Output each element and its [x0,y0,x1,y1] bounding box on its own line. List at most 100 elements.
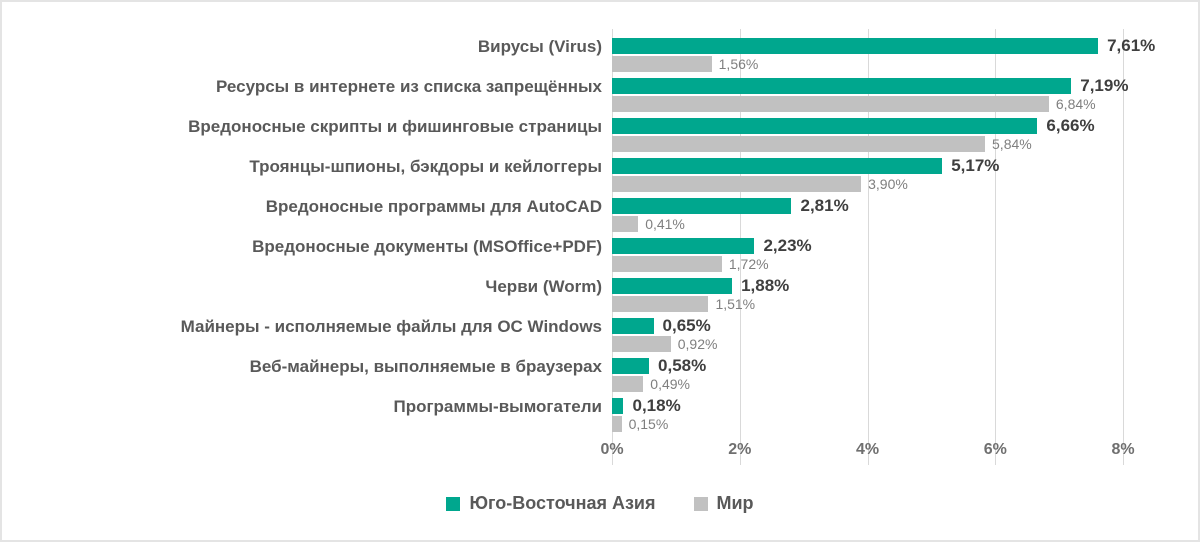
bar-world: 0,41% [612,216,685,232]
bar-southeast-asia: 6,66% [612,116,1095,135]
bar-line: 1,51% [612,296,1123,312]
x-axis: 0% 2% 4% 6% 8% [600,441,1134,465]
bar-line: 7,61% [612,36,1155,55]
bar-line: 0,58% [612,356,1123,375]
bar-line: 7,19% [612,76,1128,95]
bar-line: 6,84% [612,96,1123,112]
bar-value-label: 1,56% [718,56,759,72]
bar-value-label: 6,84% [1055,96,1096,112]
bar-value-label: 0,49% [650,376,690,392]
x-axis-tick: 2% [728,441,752,458]
bar-row: 6,66% 5,84% [612,113,1123,153]
bar-line: 0,18% [612,396,1123,415]
legend-label-world: Мир [716,493,754,513]
bar-value-label: 1,51% [715,296,756,312]
bar-line: 3,90% [612,176,1123,192]
bar-world: 0,49% [612,376,690,392]
bar-value-label: 0,92% [677,336,718,352]
bar-southeast-asia: 0,18% [612,396,681,415]
bar-southeast-asia: 7,61% [612,36,1155,55]
category-label: Черви (Worm) [485,277,602,296]
bar-southeast-asia: 2,23% [612,236,812,255]
bar-line: 0,41% [612,216,1123,232]
legend: Юго-Восточная Азия Мир [2,493,1198,514]
bar-row: 5,17% 3,90% [612,153,1123,193]
bar-row: 0,18% 0,15% [612,393,1123,433]
bar-world: 0,92% [612,336,717,352]
category-label: Программы-вымогатели [393,397,602,416]
bar-value-label: 6,66% [1046,116,1095,135]
bar-line: 6,66% [612,116,1123,135]
category-label: Вредоносные программы для AutoCAD [265,197,602,216]
bar-value-label: 5,84% [992,136,1032,152]
bar-world: 1,72% [612,256,769,272]
bar-value-label: 0,41% [645,216,685,232]
bar-line: 0,49% [612,376,1123,392]
x-axis-tick: 6% [983,441,1007,458]
bar-southeast-asia: 1,88% [612,276,789,295]
grouped-bar-chart: Вирусы (Virus) Ресурсы в интернете из спи… [2,29,1198,465]
bar-row: 7,19% 6,84% [612,73,1128,113]
bar-southeast-asia: 2,81% [612,196,849,215]
bar-value-label: 2,81% [800,196,849,215]
bar-line: 1,88% [612,276,1123,295]
bar-row: 7,61% 1,56% [612,33,1155,73]
bar-line: 5,17% [612,156,1123,175]
bar-line: 0,65% [612,316,1123,335]
bar-line: 2,23% [612,236,1123,255]
bar-world: 1,56% [612,56,758,72]
bar-row: 1,88% 1,51% [612,273,1123,313]
bar-southeast-asia: 5,17% [612,156,999,175]
bar-row: 2,81% 0,41% [612,193,1123,233]
bar-value-label: 1,72% [728,256,769,272]
bar-value-label: 0,65% [662,316,711,335]
x-axis-tick: 0% [600,441,624,458]
plot-area: 7,61% 1,56% 7,19% 6,84% 6,66% 5,84% 5,17% 3,90%… [600,29,1155,465]
gridline [867,29,869,465]
bar-value-label: 3,90% [868,176,908,192]
bar-value-label: 0,58% [658,356,707,375]
bar-world: 0,15% [612,416,668,432]
x-axis-tick: 4% [855,441,880,458]
bar-value-label: 5,17% [951,156,1000,175]
bar-southeast-asia: 7,19% [612,76,1128,95]
legend-swatch-southeast-asia [446,496,461,511]
x-axis-tick: 8% [1111,441,1135,458]
bar-row: 0,65% 0,92% [612,313,1123,353]
category-label: Вредоносные документы (MSOffice+PDF) [252,237,602,256]
bar-value-label: 0,15% [628,416,669,432]
legend-item-southeast-asia: Юго-Восточная Азия [446,493,656,514]
bar-world: 5,84% [612,136,1032,152]
bar-row: 0,58% 0,49% [612,353,1123,393]
category-label: Веб-майнеры, выполняемые в браузерах [249,357,602,376]
legend-swatch-world [693,496,708,511]
bar-line: 0,92% [612,336,1123,352]
bar-line: 5,84% [612,136,1123,152]
category-labels: Вирусы (Virus) Ресурсы в интернете из спи… [2,33,612,465]
category-label: Ресурсы в интернете из списка запрещённы… [215,77,602,96]
bar-line: 1,72% [612,256,1123,272]
bar-value-label: 1,88% [741,276,790,295]
bar-southeast-asia: 0,65% [612,316,711,335]
bar-world: 1,51% [612,296,755,312]
category-label: Майнеры - исполняемые файлы для ОС Windo… [180,317,602,336]
bar-world: 6,84% [612,96,1096,112]
bar-value-label: 0,18% [632,396,681,415]
bar-line: 1,56% [612,56,1123,72]
bar-row: 2,23% 1,72% [612,233,1123,273]
gridline [995,29,997,465]
bar-line: 2,81% [612,196,1123,215]
bar-world: 3,90% [612,176,908,192]
bar-value-label: 7,61% [1107,36,1156,55]
gridline [1123,29,1124,465]
category-label: Вирусы (Virus) [477,37,602,56]
bar-value-label: 7,19% [1080,76,1129,95]
bar-line: 0,15% [612,416,1123,432]
bar-value-label: 2,23% [763,236,812,255]
bar-rows: 7,61% 1,56% 7,19% 6,84% 6,66% 5,84% 5,17% 3,90%… [612,33,1155,433]
category-label: Вредоносные скрипты и фишинговые страниц… [188,117,602,136]
legend-item-world: Мир [693,493,754,514]
bar-southeast-asia: 0,58% [612,356,706,375]
category-label: Троянцы-шпионы, бэкдоры и кейлоггеры [249,157,602,176]
